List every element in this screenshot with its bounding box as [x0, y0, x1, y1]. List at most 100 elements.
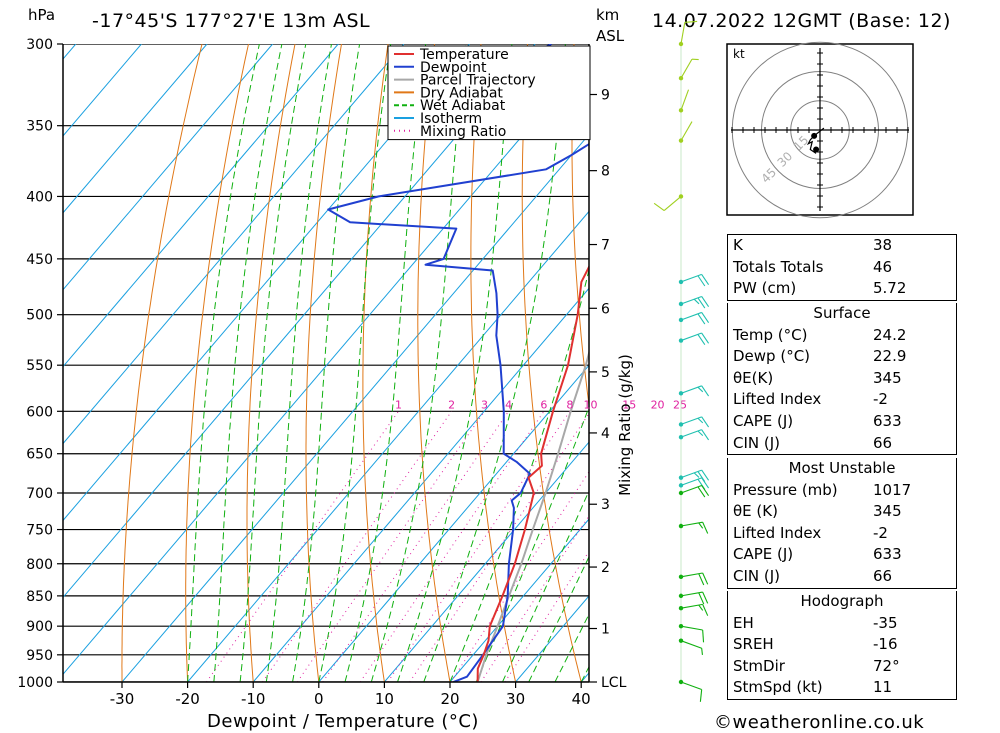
height-tick-label: 9 [601, 88, 610, 104]
mixing-ratio-line [322, 411, 510, 682]
wind-barb-dot [678, 138, 684, 143]
wind-barb-feather [698, 592, 705, 605]
wind-barb-feather [698, 604, 704, 611]
dry-adiabat-line [246, 44, 296, 682]
isotherm-line [63, 44, 142, 137]
isotherm-line [449, 518, 589, 682]
mixing-ratio-label: 15 [622, 398, 636, 411]
index-row: Temp (°C) 24.2 [728, 325, 956, 347]
dry-adiabat-line [417, 44, 451, 682]
pressure-unit-label: hPa [28, 6, 56, 24]
index-value: 5.72 [873, 279, 907, 298]
index-row: Lifted Index -2 [728, 389, 956, 411]
wind-barb-feather [702, 521, 709, 534]
wind-barb-feather [698, 522, 704, 529]
wind-barb [680, 121, 693, 141]
wet-adiabat-line [370, 44, 467, 682]
index-row: CIN (J) 66 [728, 566, 956, 588]
temp-tick-label: 30 [506, 690, 525, 708]
mixing-ratio-label: 10 [584, 398, 598, 411]
wind-barb [680, 484, 702, 494]
isotherm-line [63, 44, 273, 291]
wind-barb-dot [678, 679, 684, 685]
index-section-title: Surface [813, 304, 871, 322]
temp-tick-label: 20 [440, 690, 459, 708]
mixing-ratio-label: 4 [505, 398, 512, 411]
wind-barb-feather [693, 472, 700, 478]
height-tick-label: 8 [601, 164, 610, 180]
wind-barb [663, 196, 682, 212]
isotherm-line [384, 441, 589, 682]
wet-adiabat-line [449, 267, 589, 682]
index-section-title: Most Unstable [788, 459, 896, 477]
wind-barb-dot [678, 422, 684, 427]
wind-barb-feather [684, 20, 698, 23]
wind-barb-feather [702, 572, 709, 585]
wind-barb [680, 273, 702, 283]
wind-barb-dot [678, 490, 684, 496]
wet-adiabat-line [528, 555, 589, 682]
wind-barb-feather [697, 486, 706, 498]
wind-barb-feather [698, 573, 705, 586]
index-value: 66 [873, 566, 893, 585]
index-value: -35 [873, 613, 898, 632]
index-value: 24.2 [873, 325, 907, 344]
index-row: θE(K) 345 [728, 368, 956, 390]
index-value: 72° [873, 656, 900, 675]
legend-label: Wet Adiabat [420, 98, 506, 114]
temp-tick-label: -10 [241, 690, 266, 708]
isotherm-line [318, 364, 589, 682]
mixing-ratio-label: 3 [481, 398, 488, 411]
location-title: -17°45'S 177°27'E 13m ASL [92, 10, 371, 32]
index-row: CAPE (J) 633 [728, 544, 956, 566]
index-row: PW (cm) 5.72 [728, 278, 956, 300]
pressure-tick-label: 800 [26, 557, 53, 573]
wet-adiabat-line [318, 44, 392, 682]
index-row: CIN (J) 66 [728, 433, 956, 455]
dry-adiabat-line [305, 44, 342, 682]
index-value: 1017 [873, 480, 912, 499]
wind-barb-dot [678, 108, 684, 113]
dry-adiabat-line [571, 44, 589, 409]
dry-adiabat-line [620, 44, 712, 682]
index-value: -16 [873, 635, 898, 654]
index-label: PW (cm) [733, 279, 797, 298]
wind-barb-dot [678, 301, 684, 307]
wind-barb-feather [701, 648, 703, 655]
mixing-ratio-line [296, 411, 485, 682]
index-table-general: K 38 Totals Totals 46 PW (cm) 5.72 [727, 234, 957, 301]
wet-adiabat-line [239, 44, 307, 682]
legend-label: Mixing Ratio [420, 124, 506, 140]
wind-barb-dot [678, 623, 684, 629]
temp-tick-label: 10 [375, 690, 394, 708]
wind-barb-feather [701, 416, 710, 428]
pressure-tick-label: 700 [26, 486, 53, 502]
wind-barb-dot [678, 317, 684, 323]
dry-adiabat-line [185, 44, 249, 682]
index-label: StmDir [733, 656, 785, 675]
pressure-tick-label: 350 [26, 119, 53, 135]
index-label: Pressure (mb) [733, 480, 838, 499]
wind-barb-feather [701, 429, 710, 441]
wind-barb [680, 681, 702, 691]
parcel-trajectory-line [476, 349, 589, 682]
index-value: 66 [873, 433, 893, 452]
isotherm-line [63, 44, 208, 214]
height-tick-label: 7 [601, 238, 610, 254]
mixing-ratio-line [504, 550, 589, 682]
isotherm-line [63, 44, 339, 368]
wind-barb-feather [653, 202, 665, 212]
wind-barb [680, 416, 702, 425]
pressure-tick-label: 450 [26, 252, 53, 268]
index-row: CAPE (J) 633 [728, 411, 956, 433]
height-tick-label: 2 [601, 560, 610, 576]
index-table-hodograph: Hodograph EH -35 SREH -16 StmDir 72° StmSpd (kt… [727, 591, 957, 700]
isotherm-line [63, 44, 405, 445]
mixing-ratio-line [262, 411, 453, 682]
wind-barb-feather [701, 312, 710, 323]
wind-barb-dot [678, 483, 684, 488]
wet-adiabat-line [265, 44, 332, 682]
temp-tick-label: -30 [110, 690, 135, 708]
index-value: 633 [873, 411, 902, 430]
